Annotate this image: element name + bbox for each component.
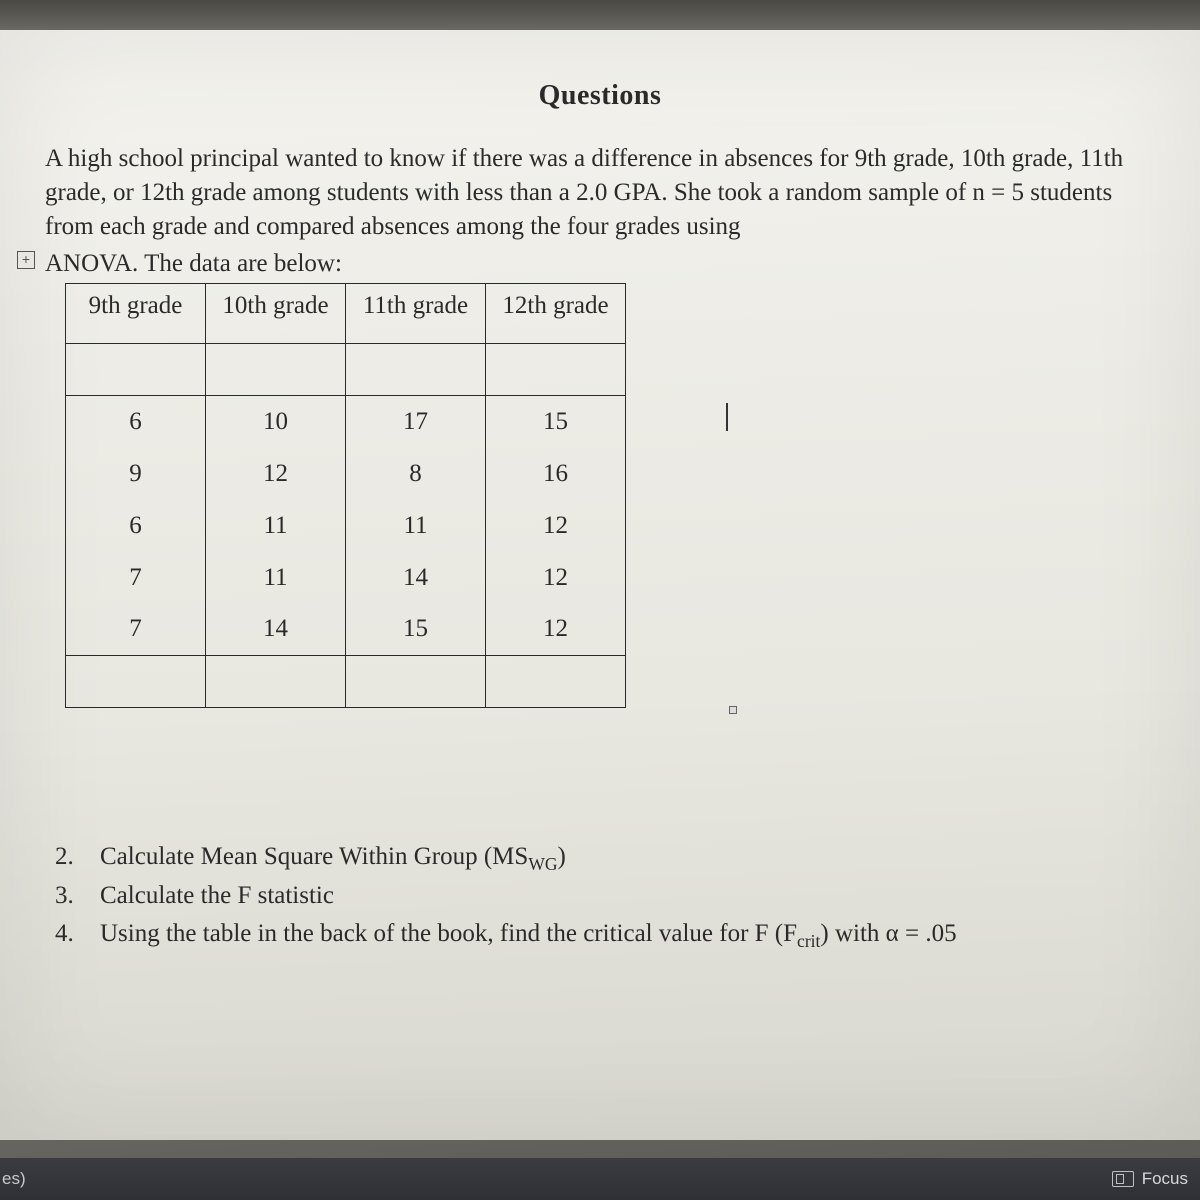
- cell: 9: [66, 448, 206, 500]
- cell: 7: [66, 552, 206, 604]
- col-header: 10th grade: [206, 284, 346, 344]
- cell: 11: [206, 500, 346, 552]
- question-text: Calculate the F statistic: [100, 877, 334, 915]
- cell: 6: [66, 396, 206, 448]
- question-item: 2. Calculate Mean Square Within Group (M…: [55, 838, 1155, 877]
- cell: 11: [206, 552, 346, 604]
- cell: 16: [486, 448, 626, 500]
- page-title: Questions: [45, 80, 1155, 112]
- cell: 10: [206, 396, 346, 448]
- table-row: 6 10 17 15: [66, 396, 626, 448]
- col-header: 11th grade: [346, 284, 486, 344]
- table-row: 7 11 14 12: [66, 552, 626, 604]
- focus-label: Focus: [1142, 1169, 1188, 1189]
- question-text: Calculate Mean Square Within Group (MSWG…: [100, 838, 566, 877]
- cell: 14: [206, 604, 346, 656]
- question-text: Using the table in the back of the book,…: [100, 915, 957, 954]
- document-page: Questions A high school principal wanted…: [0, 30, 1200, 1140]
- status-left-text: es): [0, 1169, 26, 1189]
- text-cursor: [726, 403, 728, 431]
- cell: 17: [346, 396, 486, 448]
- cell: 15: [346, 604, 486, 656]
- window-top-edge: [0, 0, 1200, 30]
- question-item: 3. Calculate the F statistic: [55, 877, 1155, 915]
- cell: 12: [486, 604, 626, 656]
- cell: 7: [66, 604, 206, 656]
- table-header-row: 9th grade 10th grade 11th grade 12th gra…: [66, 284, 626, 344]
- table-row: 7 14 15 12: [66, 604, 626, 656]
- table-row: 9 12 8 16: [66, 448, 626, 500]
- prompt-paragraph: A high school principal wanted to know i…: [45, 142, 1155, 243]
- cell: 12: [206, 448, 346, 500]
- questions-list: 2. Calculate Mean Square Within Group (M…: [55, 838, 1155, 954]
- cell: 12: [486, 552, 626, 604]
- expand-icon[interactable]: +: [17, 251, 35, 269]
- table-spacer: [66, 344, 626, 396]
- status-bar: es) Focus: [0, 1158, 1200, 1200]
- cell: 12: [486, 500, 626, 552]
- question-number: 3.: [55, 877, 100, 915]
- cell: 8: [346, 448, 486, 500]
- col-header: 9th grade: [66, 284, 206, 344]
- cell: 15: [486, 396, 626, 448]
- question-item: 4. Using the table in the back of the bo…: [55, 915, 1155, 954]
- question-number: 2.: [55, 838, 100, 877]
- col-header: 12th grade: [486, 284, 626, 344]
- cell: 14: [346, 552, 486, 604]
- prompt-anova-line: + ANOVA. The data are below:: [45, 247, 1155, 281]
- focus-icon: [1112, 1171, 1134, 1187]
- data-table: 9th grade 10th grade 11th grade 12th gra…: [65, 283, 626, 708]
- table-row: 6 11 11 12: [66, 500, 626, 552]
- prompt-anova-text: ANOVA. The data are below:: [45, 250, 342, 277]
- table-spacer: [66, 656, 626, 708]
- table-resize-handle[interactable]: [729, 706, 737, 714]
- question-number: 4.: [55, 915, 100, 954]
- cell: 6: [66, 500, 206, 552]
- focus-button[interactable]: Focus: [1112, 1169, 1188, 1189]
- cell: 11: [346, 500, 486, 552]
